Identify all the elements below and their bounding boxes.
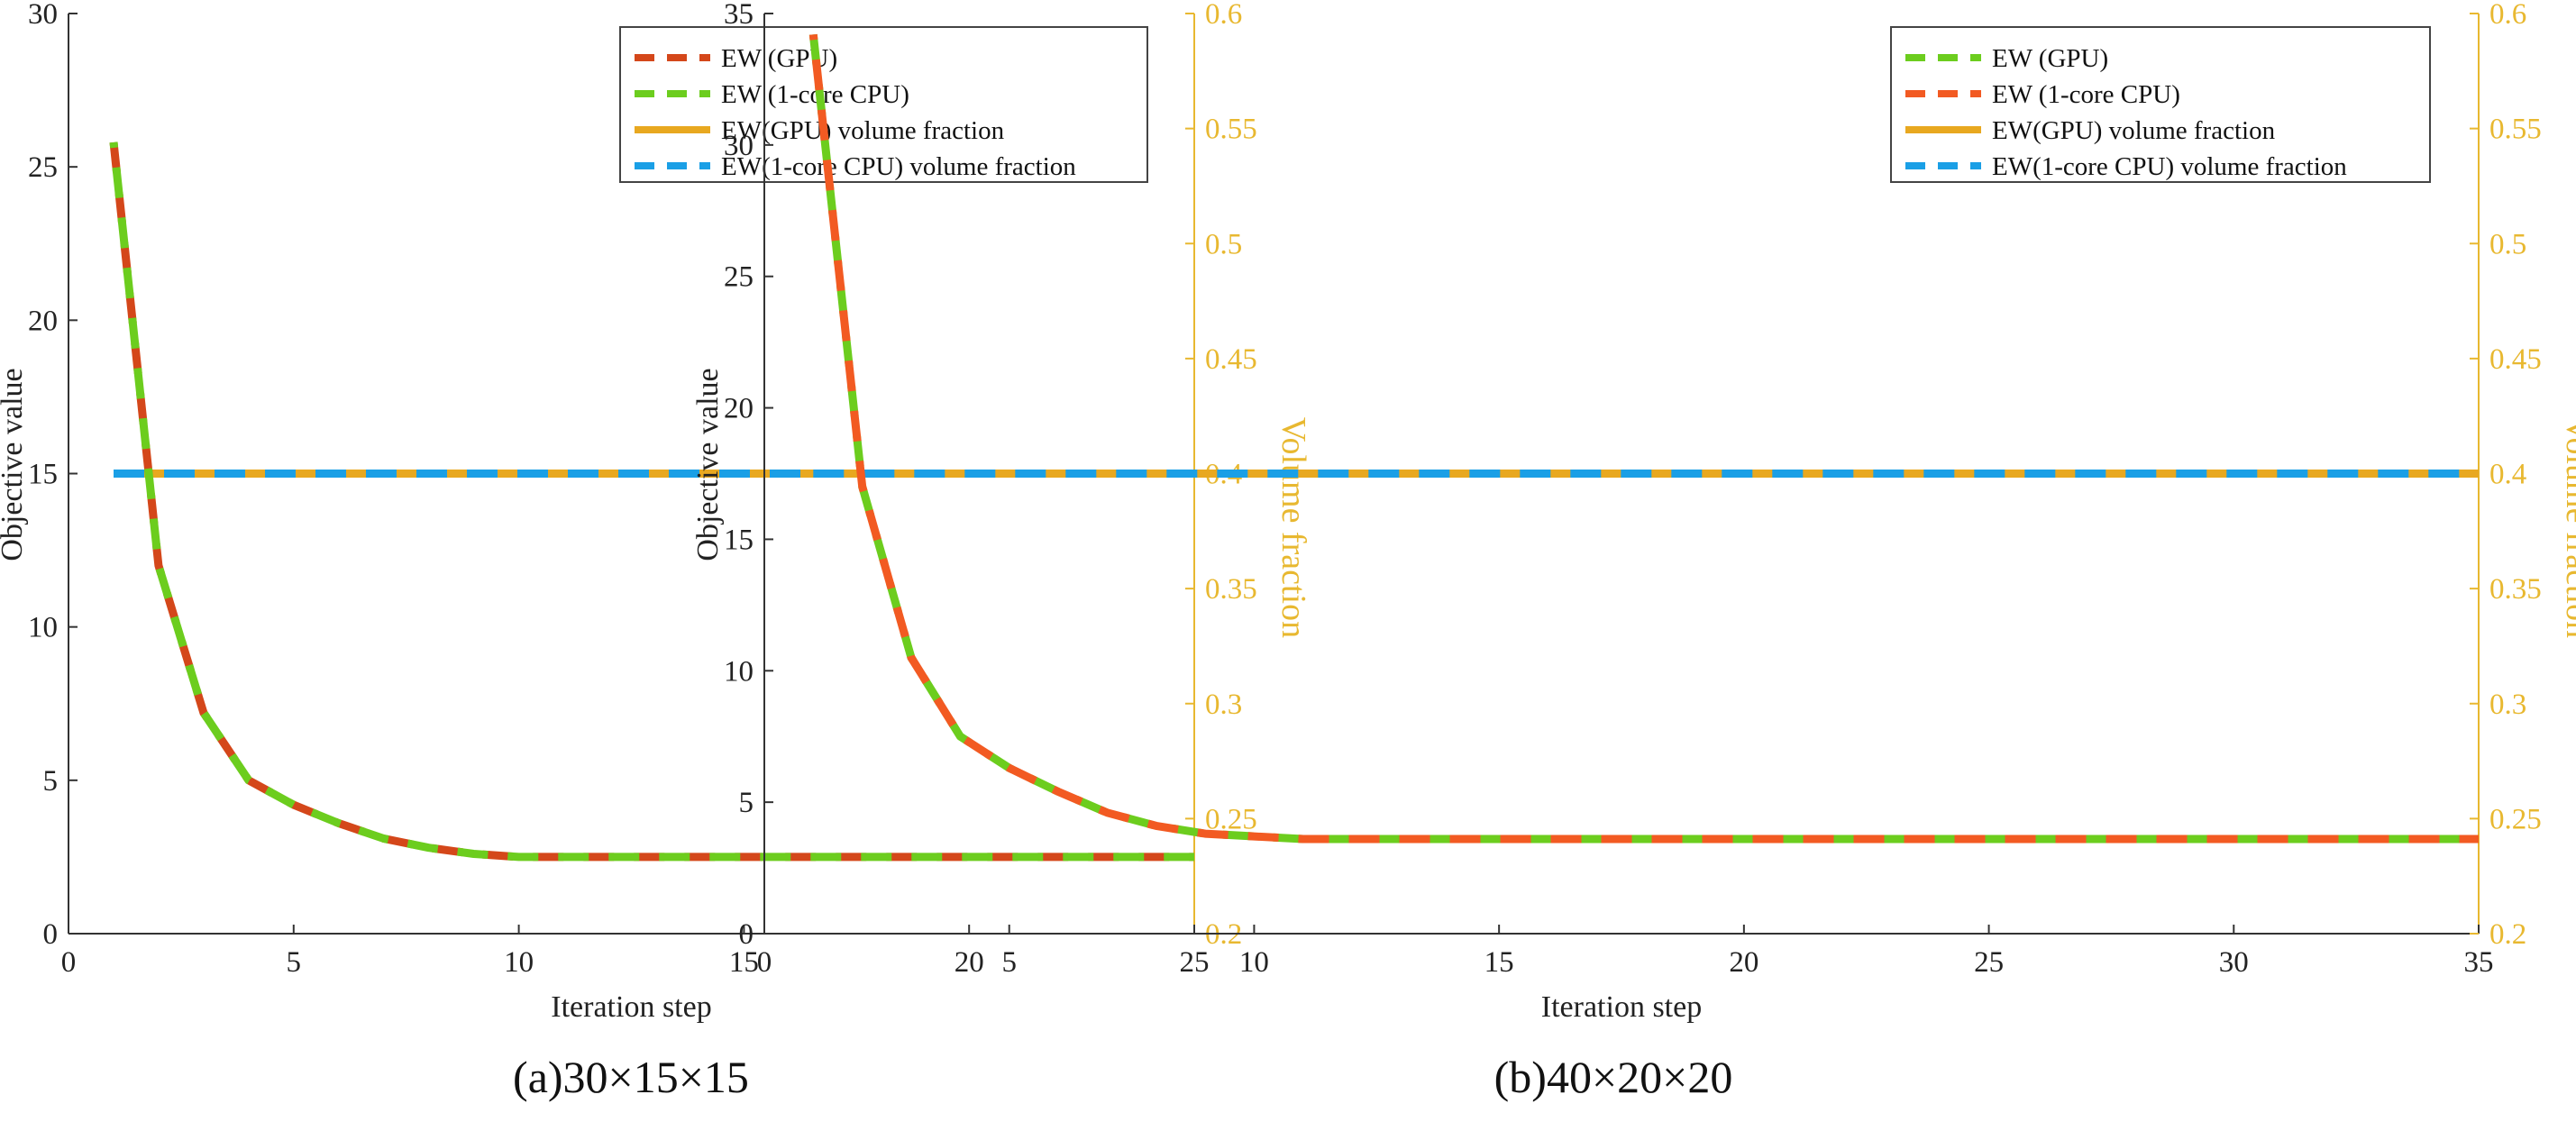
legend-label: EW(GPU) volume fraction [1992, 116, 2276, 145]
chart-a: 0 5 10 15 20 250510152025300.20.250.30.350.40… [0, 0, 1312, 1102]
y-right-tick-label: 0.6 [2489, 0, 2526, 31]
x-tick-label: 20 [955, 946, 984, 979]
y-right-tick-label: 0.55 [1205, 114, 1257, 146]
y-tick-label: 30 [724, 130, 754, 162]
legend-label: EW (1-core CPU) [1992, 80, 2180, 109]
y-right-axis-label: Volume fraction [2559, 417, 2576, 638]
x-tick-label: 15 [729, 946, 759, 979]
series-line-1 [109, 141, 1194, 862]
legend-box [1890, 26, 2431, 183]
legend-label: EW(1-core CPU) volume fraction [1992, 152, 2347, 181]
x-tick-label: 25 [1974, 946, 2004, 979]
x-tick-label: 25 [1180, 946, 1210, 979]
legend-label: EW (GPU) [1992, 44, 2108, 73]
y-right-tick-label: 0.35 [2489, 573, 2542, 606]
x-tick-label: 0 [61, 946, 77, 979]
x-tick-label: 5 [287, 946, 302, 979]
y-tick-label: 5 [43, 765, 59, 798]
y-tick-label: 15 [724, 524, 754, 556]
y-tick-label: 30 [28, 0, 58, 31]
panel-caption: (a)30×15×15 [513, 1052, 749, 1102]
x-tick-label: 15 [1484, 946, 1514, 979]
y-right-tick-label: 0.45 [2489, 343, 2542, 376]
x-tick-label: 0 [757, 946, 772, 979]
y-right-tick-label: 0.4 [2489, 459, 2526, 491]
x-tick-label: 10 [1239, 946, 1269, 979]
y-tick-label: 20 [724, 393, 754, 425]
y-right-tick-label: 0.45 [1205, 343, 1257, 376]
legend-box [619, 26, 1148, 183]
y-tick-label: 20 [28, 305, 58, 337]
x-tick-label: 30 [2219, 946, 2249, 979]
x-tick-label: 10 [504, 946, 534, 979]
y-tick-label: 15 [28, 459, 58, 491]
y-tick-label: 25 [28, 151, 58, 184]
series-line-2 [109, 141, 1194, 862]
y-tick-label: 5 [739, 787, 754, 819]
y-right-tick-label: 0.3 [1205, 689, 1242, 721]
y-right-axis-label: Volume fraction [1274, 417, 1312, 638]
y-axis-label: Objective value [0, 368, 29, 561]
series-line-1 [808, 33, 2479, 844]
legend-label: EW(GPU) volume fraction [721, 116, 1005, 145]
y-tick-label: 10 [724, 655, 754, 688]
y-right-tick-label: 0.3 [2489, 689, 2526, 721]
y-right-tick-label: 0.55 [2489, 114, 2542, 146]
y-tick-label: 0 [43, 918, 59, 951]
y-tick-label: 0 [739, 918, 754, 951]
legend-label: EW(1-core CPU) volume fraction [721, 152, 1076, 181]
y-tick-label: 10 [28, 612, 58, 644]
chart-b: 0 5 10 15 20 25 30 35051015202530350.20.250.30.… [691, 0, 2576, 1102]
y-right-tick-label: 0.35 [1205, 573, 1257, 606]
x-tick-label: 20 [1729, 946, 1758, 979]
y-right-tick-label: 0.5 [2489, 228, 2526, 260]
y-right-tick-label: 0.2 [2489, 918, 2526, 951]
legend: EW (GPU)EW (1-core CPU)EW(GPU) volume fr… [619, 26, 1148, 183]
y-tick-label: 35 [724, 0, 754, 31]
x-axis-label: Iteration step [1541, 990, 1702, 1024]
x-tick-label: 35 [2464, 946, 2494, 979]
y-tick-label: 25 [724, 261, 754, 294]
x-axis-label: Iteration step [551, 990, 711, 1024]
x-tick-label: 5 [1001, 946, 1017, 979]
y-right-tick-label: 0.5 [1205, 228, 1242, 260]
y-right-tick-label: 0.25 [2489, 803, 2542, 835]
panel-caption: (b)40×20×20 [1494, 1052, 1733, 1102]
legend: EW (GPU) EW (1-core CPU) EW(GPU) volume fr… [1890, 26, 2431, 183]
y-axis-label: Objective value [691, 368, 725, 561]
y-right-tick-label: 0.6 [1205, 0, 1242, 31]
